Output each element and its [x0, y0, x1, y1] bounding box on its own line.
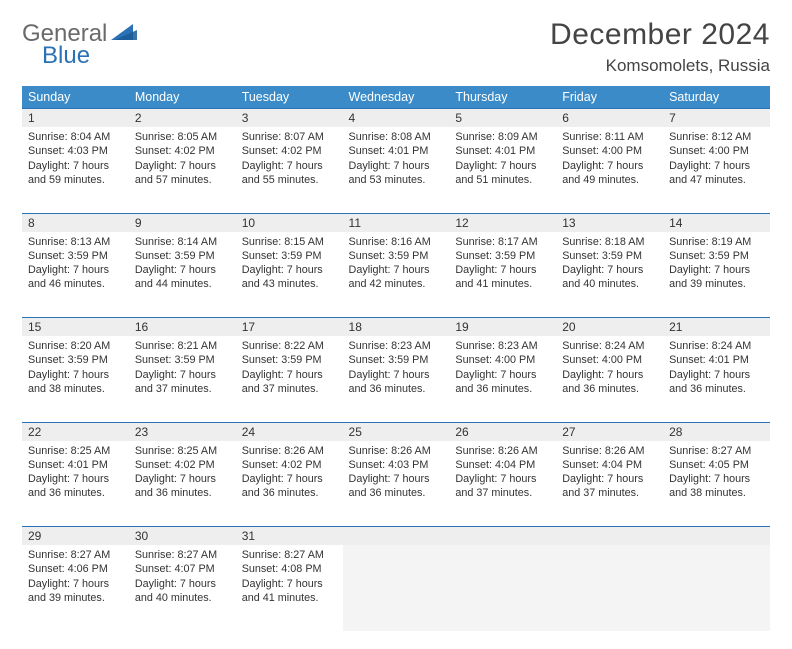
day-content-cell: Sunrise: 8:16 AMSunset: 3:59 PMDaylight:…	[343, 232, 450, 318]
day-number-cell	[663, 527, 770, 546]
day-number-cell: 4	[343, 109, 450, 128]
day-content-cell: Sunrise: 8:27 AMSunset: 4:08 PMDaylight:…	[236, 545, 343, 631]
day-content-row: Sunrise: 8:25 AMSunset: 4:01 PMDaylight:…	[22, 441, 770, 527]
day-content-row: Sunrise: 8:27 AMSunset: 4:06 PMDaylight:…	[22, 545, 770, 631]
weekday-header: Sunday	[22, 86, 129, 109]
day-content-cell: Sunrise: 8:09 AMSunset: 4:01 PMDaylight:…	[449, 127, 556, 213]
weekday-header: Tuesday	[236, 86, 343, 109]
day-number-cell: 19	[449, 318, 556, 337]
day-number-cell: 5	[449, 109, 556, 128]
day-content-cell: Sunrise: 8:20 AMSunset: 3:59 PMDaylight:…	[22, 336, 129, 422]
day-content-cell	[556, 545, 663, 631]
day-content-cell: Sunrise: 8:21 AMSunset: 3:59 PMDaylight:…	[129, 336, 236, 422]
day-number-cell: 13	[556, 213, 663, 232]
weekday-header: Wednesday	[343, 86, 450, 109]
day-number-cell: 23	[129, 422, 236, 441]
day-number-cell: 6	[556, 109, 663, 128]
weekday-header: Friday	[556, 86, 663, 109]
day-content-cell: Sunrise: 8:04 AMSunset: 4:03 PMDaylight:…	[22, 127, 129, 213]
day-number-cell	[449, 527, 556, 546]
day-number-row: 293031	[22, 527, 770, 546]
day-number-cell: 15	[22, 318, 129, 337]
day-content-cell: Sunrise: 8:26 AMSunset: 4:04 PMDaylight:…	[449, 441, 556, 527]
day-number-cell: 1	[22, 109, 129, 128]
day-number-cell: 12	[449, 213, 556, 232]
day-content-row: Sunrise: 8:13 AMSunset: 3:59 PMDaylight:…	[22, 232, 770, 318]
logo: General Blue	[22, 22, 137, 68]
weekday-header-row: SundayMondayTuesdayWednesdayThursdayFrid…	[22, 86, 770, 109]
day-content-cell: Sunrise: 8:26 AMSunset: 4:03 PMDaylight:…	[343, 441, 450, 527]
day-number-cell: 28	[663, 422, 770, 441]
day-content-cell: Sunrise: 8:25 AMSunset: 4:02 PMDaylight:…	[129, 441, 236, 527]
day-number-cell: 14	[663, 213, 770, 232]
day-number-cell: 27	[556, 422, 663, 441]
day-number-cell: 29	[22, 527, 129, 546]
location: Komsomolets, Russia	[550, 56, 770, 76]
day-content-cell: Sunrise: 8:13 AMSunset: 3:59 PMDaylight:…	[22, 232, 129, 318]
day-content-cell: Sunrise: 8:27 AMSunset: 4:07 PMDaylight:…	[129, 545, 236, 631]
day-number-cell: 21	[663, 318, 770, 337]
day-number-cell: 18	[343, 318, 450, 337]
day-number-cell: 31	[236, 527, 343, 546]
day-number-cell: 2	[129, 109, 236, 128]
day-number-cell: 30	[129, 527, 236, 546]
day-number-cell: 17	[236, 318, 343, 337]
day-content-cell: Sunrise: 8:07 AMSunset: 4:02 PMDaylight:…	[236, 127, 343, 213]
day-content-cell: Sunrise: 8:14 AMSunset: 3:59 PMDaylight:…	[129, 232, 236, 318]
day-content-cell: Sunrise: 8:05 AMSunset: 4:02 PMDaylight:…	[129, 127, 236, 213]
day-content-cell	[343, 545, 450, 631]
day-content-cell: Sunrise: 8:23 AMSunset: 4:00 PMDaylight:…	[449, 336, 556, 422]
day-number-cell	[343, 527, 450, 546]
day-content-cell: Sunrise: 8:12 AMSunset: 4:00 PMDaylight:…	[663, 127, 770, 213]
logo-blue: Blue	[42, 44, 107, 68]
day-number-cell: 8	[22, 213, 129, 232]
day-number-cell: 11	[343, 213, 450, 232]
day-content-cell: Sunrise: 8:25 AMSunset: 4:01 PMDaylight:…	[22, 441, 129, 527]
day-content-cell	[449, 545, 556, 631]
day-content-cell: Sunrise: 8:22 AMSunset: 3:59 PMDaylight:…	[236, 336, 343, 422]
day-number-cell: 10	[236, 213, 343, 232]
day-content-cell: Sunrise: 8:27 AMSunset: 4:06 PMDaylight:…	[22, 545, 129, 631]
day-number-row: 1234567	[22, 109, 770, 128]
day-content-cell	[663, 545, 770, 631]
day-content-cell: Sunrise: 8:27 AMSunset: 4:05 PMDaylight:…	[663, 441, 770, 527]
day-content-cell: Sunrise: 8:08 AMSunset: 4:01 PMDaylight:…	[343, 127, 450, 213]
month-title: December 2024	[550, 18, 770, 52]
day-content-cell: Sunrise: 8:24 AMSunset: 4:00 PMDaylight:…	[556, 336, 663, 422]
day-content-cell: Sunrise: 8:19 AMSunset: 3:59 PMDaylight:…	[663, 232, 770, 318]
day-number-cell	[556, 527, 663, 546]
weekday-header: Saturday	[663, 86, 770, 109]
day-content-cell: Sunrise: 8:26 AMSunset: 4:04 PMDaylight:…	[556, 441, 663, 527]
day-number-cell: 7	[663, 109, 770, 128]
day-content-cell: Sunrise: 8:24 AMSunset: 4:01 PMDaylight:…	[663, 336, 770, 422]
day-number-cell: 16	[129, 318, 236, 337]
day-content-cell: Sunrise: 8:18 AMSunset: 3:59 PMDaylight:…	[556, 232, 663, 318]
day-number-row: 15161718192021	[22, 318, 770, 337]
day-number-row: 891011121314	[22, 213, 770, 232]
weekday-header: Thursday	[449, 86, 556, 109]
day-number-cell: 25	[343, 422, 450, 441]
day-content-cell: Sunrise: 8:11 AMSunset: 4:00 PMDaylight:…	[556, 127, 663, 213]
day-content-row: Sunrise: 8:20 AMSunset: 3:59 PMDaylight:…	[22, 336, 770, 422]
day-number-row: 22232425262728	[22, 422, 770, 441]
day-content-cell: Sunrise: 8:17 AMSunset: 3:59 PMDaylight:…	[449, 232, 556, 318]
day-content-cell: Sunrise: 8:26 AMSunset: 4:02 PMDaylight:…	[236, 441, 343, 527]
day-content-cell: Sunrise: 8:15 AMSunset: 3:59 PMDaylight:…	[236, 232, 343, 318]
day-content-row: Sunrise: 8:04 AMSunset: 4:03 PMDaylight:…	[22, 127, 770, 213]
logo-shape-icon	[111, 24, 137, 44]
day-number-cell: 20	[556, 318, 663, 337]
title-block: December 2024 Komsomolets, Russia	[550, 18, 770, 76]
weekday-header: Monday	[129, 86, 236, 109]
day-number-cell: 22	[22, 422, 129, 441]
calendar-table: SundayMondayTuesdayWednesdayThursdayFrid…	[22, 86, 770, 631]
day-number-cell: 24	[236, 422, 343, 441]
day-number-cell: 3	[236, 109, 343, 128]
day-content-cell: Sunrise: 8:23 AMSunset: 3:59 PMDaylight:…	[343, 336, 450, 422]
header: General Blue December 2024 Komsomolets, …	[22, 18, 770, 76]
day-number-cell: 26	[449, 422, 556, 441]
day-number-cell: 9	[129, 213, 236, 232]
